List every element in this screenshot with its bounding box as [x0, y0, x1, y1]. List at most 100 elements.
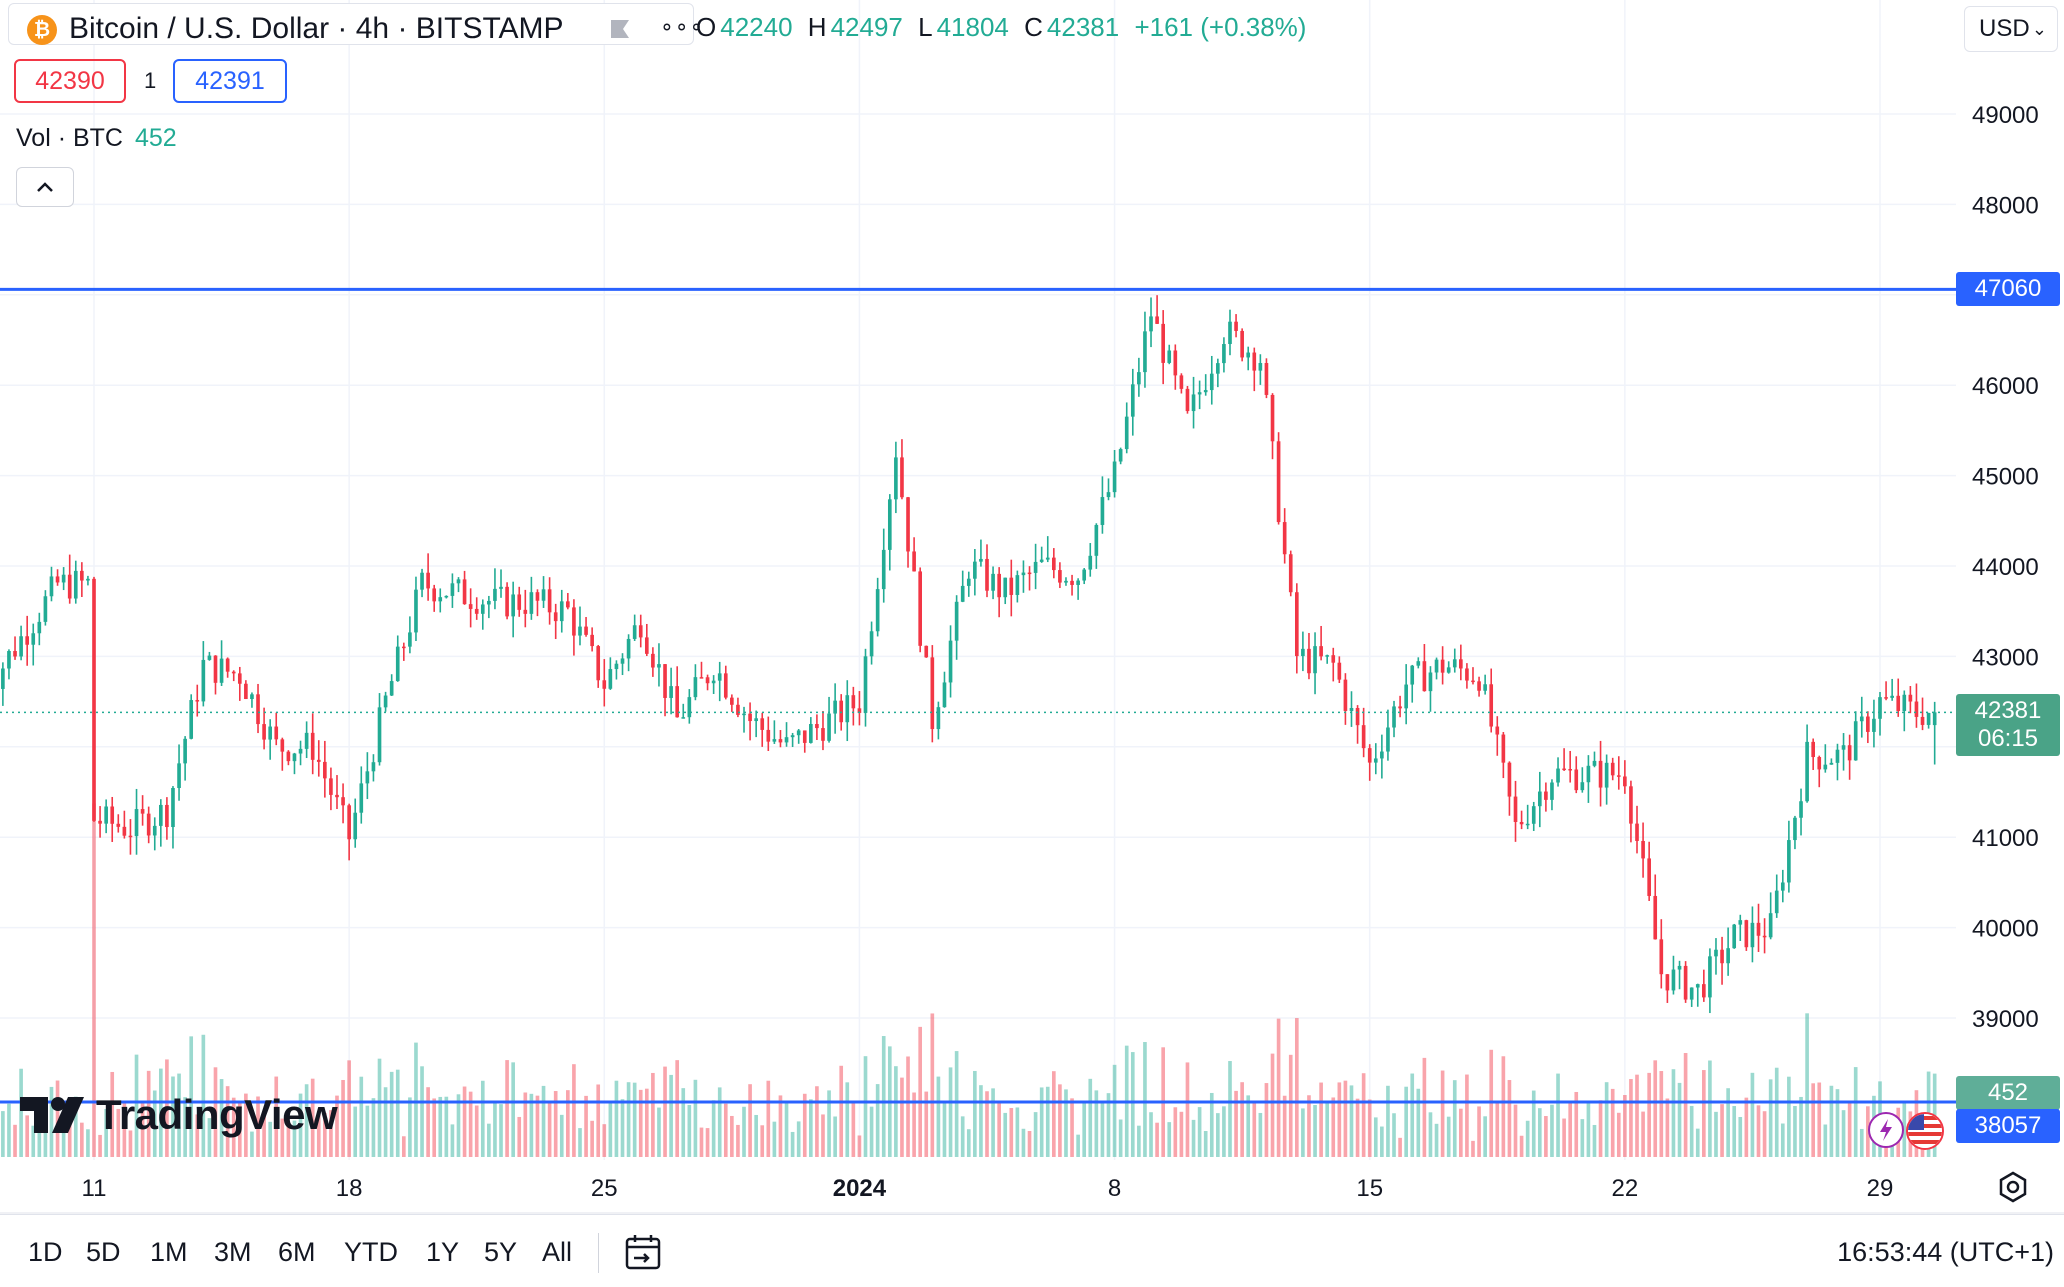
candle-body: [1744, 920, 1749, 948]
candle-body: [1258, 363, 1263, 371]
candle-body: [1392, 706, 1396, 728]
volume-legend-value: 452: [134, 124, 177, 152]
volume-bar: [316, 1110, 321, 1157]
volume-bar: [280, 1118, 285, 1157]
candle-body: [177, 763, 181, 788]
candle-body: [1780, 882, 1785, 891]
candle-body: [906, 497, 910, 552]
candle-body: [748, 713, 752, 722]
volume-bar: [98, 1134, 102, 1157]
volume-bar: [979, 1085, 983, 1157]
candle-body: [1823, 764, 1828, 770]
candle-body: [620, 658, 625, 664]
symbol-legend[interactable]: ₿ Bitcoin / U.S. Dollar · 4h · BITSTAMP …: [8, 3, 703, 45]
candle-body: [1544, 791, 1548, 800]
candle-body: [1592, 760, 1597, 766]
volume-bar: [80, 1122, 84, 1157]
candle-body: [505, 586, 509, 617]
currency-select[interactable]: USD ⌄: [1964, 6, 2058, 52]
volume-bar: [1847, 1101, 1852, 1157]
volume-bar: [1531, 1090, 1536, 1157]
volume-bar: [371, 1098, 376, 1157]
time-axis[interactable]: 11 18 25 2024 8 15 22 29: [82, 1175, 1894, 1202]
price-chart[interactable]: 39000 40000 41000 43000 44000 45000 46000 48000…: [0, 0, 2064, 1214]
candle-body: [1726, 948, 1730, 964]
volume-bar: [55, 1080, 60, 1157]
volume-bar: [1009, 1107, 1014, 1157]
volume-bar: [1070, 1098, 1074, 1157]
volume-bar: [1, 1111, 5, 1157]
more-options-icon[interactable]: ∘∘∘: [660, 14, 705, 39]
volume-bar: [693, 1079, 698, 1157]
candle-body: [991, 573, 995, 591]
volume-bar: [1222, 1106, 1226, 1157]
lightning-alert-icon[interactable]: [1868, 1112, 1904, 1148]
volume-bar: [389, 1071, 394, 1157]
range-button-1m[interactable]: 1M: [150, 1237, 188, 1267]
candle-body: [614, 663, 619, 670]
volume-bar: [1179, 1111, 1184, 1157]
candle-body: [1185, 388, 1190, 412]
price-axis[interactable]: 39000 40000 41000 43000 44000 45000 46000 48000…: [1972, 102, 2039, 1033]
calendar-go-to-date-icon[interactable]: [624, 1233, 664, 1271]
last-price-tag[interactable]: 42381 06:15: [1956, 694, 2060, 756]
clock-timezone[interactable]: 16:53:44 (UTC+1): [1837, 1237, 2054, 1267]
sell-button[interactable]: 42390: [14, 59, 126, 103]
candle-body: [1866, 716, 1870, 732]
range-button-all[interactable]: All: [542, 1237, 573, 1267]
horizontal-line-price-tag[interactable]: 47060: [1956, 272, 2060, 306]
candle-body: [547, 589, 552, 613]
candle-body: [936, 707, 941, 730]
volume-bar: [529, 1093, 534, 1157]
volume-bar: [1702, 1070, 1706, 1157]
us-flag-icon[interactable]: [1906, 1112, 1944, 1150]
range-button-1y[interactable]: 1Y: [426, 1237, 460, 1267]
candle-body: [517, 594, 522, 610]
candle-body: [1793, 817, 1797, 841]
range-button-5y[interactable]: 5Y: [484, 1237, 518, 1267]
volume-bar: [559, 1114, 564, 1157]
range-button-1d[interactable]: 1D: [28, 1237, 63, 1267]
volume-bar: [991, 1088, 995, 1157]
candle-body: [1367, 748, 1372, 763]
candle-body: [657, 664, 661, 668]
buy-button[interactable]: 42391: [173, 59, 287, 103]
volume-bar: [1288, 1054, 1293, 1157]
candle-body: [395, 646, 400, 682]
volume-bar: [1550, 1104, 1554, 1157]
volume-legend[interactable]: Vol · BTC 452: [16, 124, 177, 153]
volume-bar: [116, 1108, 121, 1157]
volume-bar: [1094, 1090, 1099, 1157]
range-button-6m[interactable]: 6M: [278, 1237, 316, 1267]
candle-body: [754, 718, 758, 722]
lower-line-price-tag[interactable]: 38057: [1956, 1109, 2060, 1143]
volume-bar: [1106, 1093, 1111, 1157]
price-tick-label: 48000: [1972, 192, 2039, 219]
volume-bar: [1610, 1088, 1615, 1157]
candle-body: [1058, 570, 1062, 583]
volume-bar: [948, 1067, 953, 1157]
volume-bar: [1446, 1116, 1451, 1157]
volume-bar: [511, 1062, 515, 1157]
range-button-ytd[interactable]: YTD: [344, 1237, 398, 1267]
horizontal-lines[interactable]: [0, 287, 1956, 1104]
candle-body: [1373, 758, 1378, 763]
candle-body: [1082, 569, 1087, 581]
volume-bar: [1823, 1124, 1828, 1157]
volume-bar: [1282, 1095, 1287, 1157]
volume-bar: [1787, 1076, 1791, 1157]
settings-gear-icon[interactable]: [1996, 1170, 2030, 1204]
volume-bar: [1762, 1111, 1767, 1157]
volume-bar: [644, 1088, 649, 1157]
candle-body: [298, 748, 303, 754]
flag-icon[interactable]: [609, 18, 631, 40]
volume-bar: [1337, 1082, 1342, 1157]
candle-body: [1331, 655, 1336, 663]
collapse-legend-button[interactable]: [16, 167, 74, 207]
range-button-5d[interactable]: 5D: [86, 1237, 121, 1267]
volume-bar: [839, 1065, 844, 1157]
candle-body: [1319, 646, 1323, 657]
volume-bar: [869, 1106, 874, 1157]
symbol-title[interactable]: Bitcoin / U.S. Dollar · 4h · BITSTAMP: [69, 12, 564, 45]
range-button-3m[interactable]: 3M: [214, 1237, 252, 1267]
